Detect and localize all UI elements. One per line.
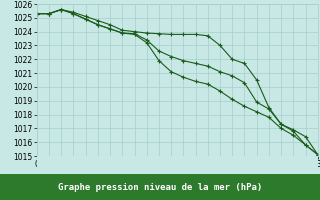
Text: Graphe pression niveau de la mer (hPa): Graphe pression niveau de la mer (hPa) (58, 182, 262, 192)
